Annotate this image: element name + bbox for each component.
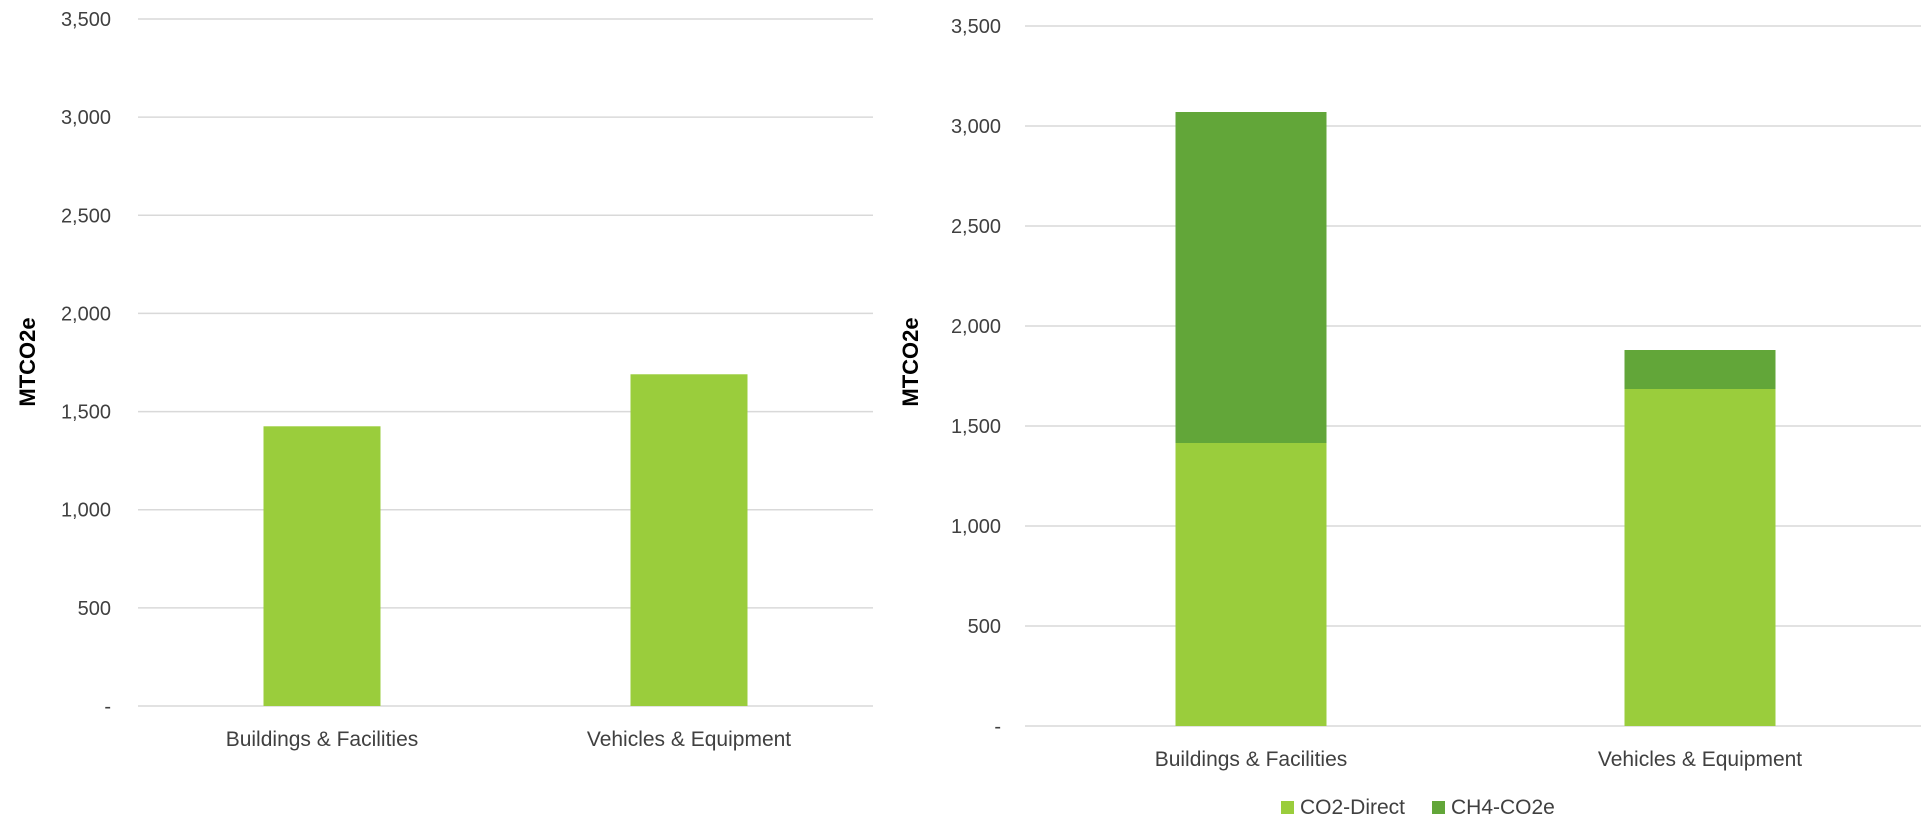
chart-right-y-axis-label: MTCO2e: [898, 317, 923, 406]
chart-left-y-tick-label: 3,000: [61, 107, 111, 129]
chart-right-categories: Buildings & Facilities Vehicles & Equipme…: [1155, 748, 1803, 771]
chart-right-y-tick-label: 500: [968, 616, 1001, 638]
chart-left-bar: [263, 426, 381, 706]
chart-left-bar: [630, 374, 748, 706]
chart-left-category-label: Vehicles & Equipment: [587, 728, 791, 751]
chart-left-y-tick-label: 3,500: [61, 9, 111, 31]
chart-right-bar: [1175, 112, 1327, 443]
legend-swatch-ch4-co2e: [1432, 801, 1445, 814]
chart-left: - 500 1,000 1,500 2,000 2,500 3,000 3,500 Build…: [15, 9, 873, 751]
chart-left-y-tick-label: 2,000: [61, 303, 111, 325]
chart-right-category-label: Vehicles & Equipment: [1598, 748, 1802, 771]
chart-right-bar: [1624, 350, 1776, 389]
chart-right-bar: [1624, 389, 1776, 726]
chart-right-y-tick-label: 3,000: [951, 116, 1001, 138]
chart-right-legend: CO2-Direct CH4-CO2e: [1281, 796, 1555, 819]
chart-left-y-tick-label: 500: [78, 598, 111, 620]
chart-right-y-ticks: - 500 1,000 1,500 2,000 2,500 3,000 3,500: [951, 16, 1001, 738]
chart-right-y-tick-label: 2,000: [951, 316, 1001, 338]
legend-swatch-co2-direct: [1281, 801, 1294, 814]
chart-right-y-tick-label: 2,500: [951, 216, 1001, 238]
chart-left-y-axis-label: MTCO2e: [15, 317, 40, 406]
chart-left-y-ticks: - 500 1,000 1,500 2,000 2,500 3,000 3,500: [61, 9, 111, 718]
chart-right-y-tick-label: 1,000: [951, 516, 1001, 538]
chart-left-y-tick-label: 1,000: [61, 500, 111, 522]
chart-left-y-tick-label: 1,500: [61, 402, 111, 424]
chart-right-bar: [1175, 443, 1327, 726]
chart-right-y-tick-label: -: [994, 716, 1001, 738]
chart-left-categories: Buildings & Facilities Vehicles & Equipme…: [226, 728, 792, 751]
chart-left-y-tick-label: -: [104, 696, 111, 718]
chart-right-y-tick-label: 1,500: [951, 416, 1001, 438]
chart-left-category-label: Buildings & Facilities: [226, 728, 419, 751]
chart-left-bars: [263, 374, 748, 706]
chart-right-bars: [1175, 112, 1776, 726]
chart-right-y-tick-label: 3,500: [951, 16, 1001, 38]
legend-label-ch4-co2e: CH4-CO2e: [1451, 796, 1555, 819]
chart-right-category-label: Buildings & Facilities: [1155, 748, 1348, 771]
chart-left-y-tick-label: 2,500: [61, 205, 111, 227]
chart-right-gridlines: [1025, 25, 1921, 727]
chart-left-gridlines: [138, 18, 873, 707]
legend-label-co2-direct: CO2-Direct: [1300, 796, 1405, 819]
